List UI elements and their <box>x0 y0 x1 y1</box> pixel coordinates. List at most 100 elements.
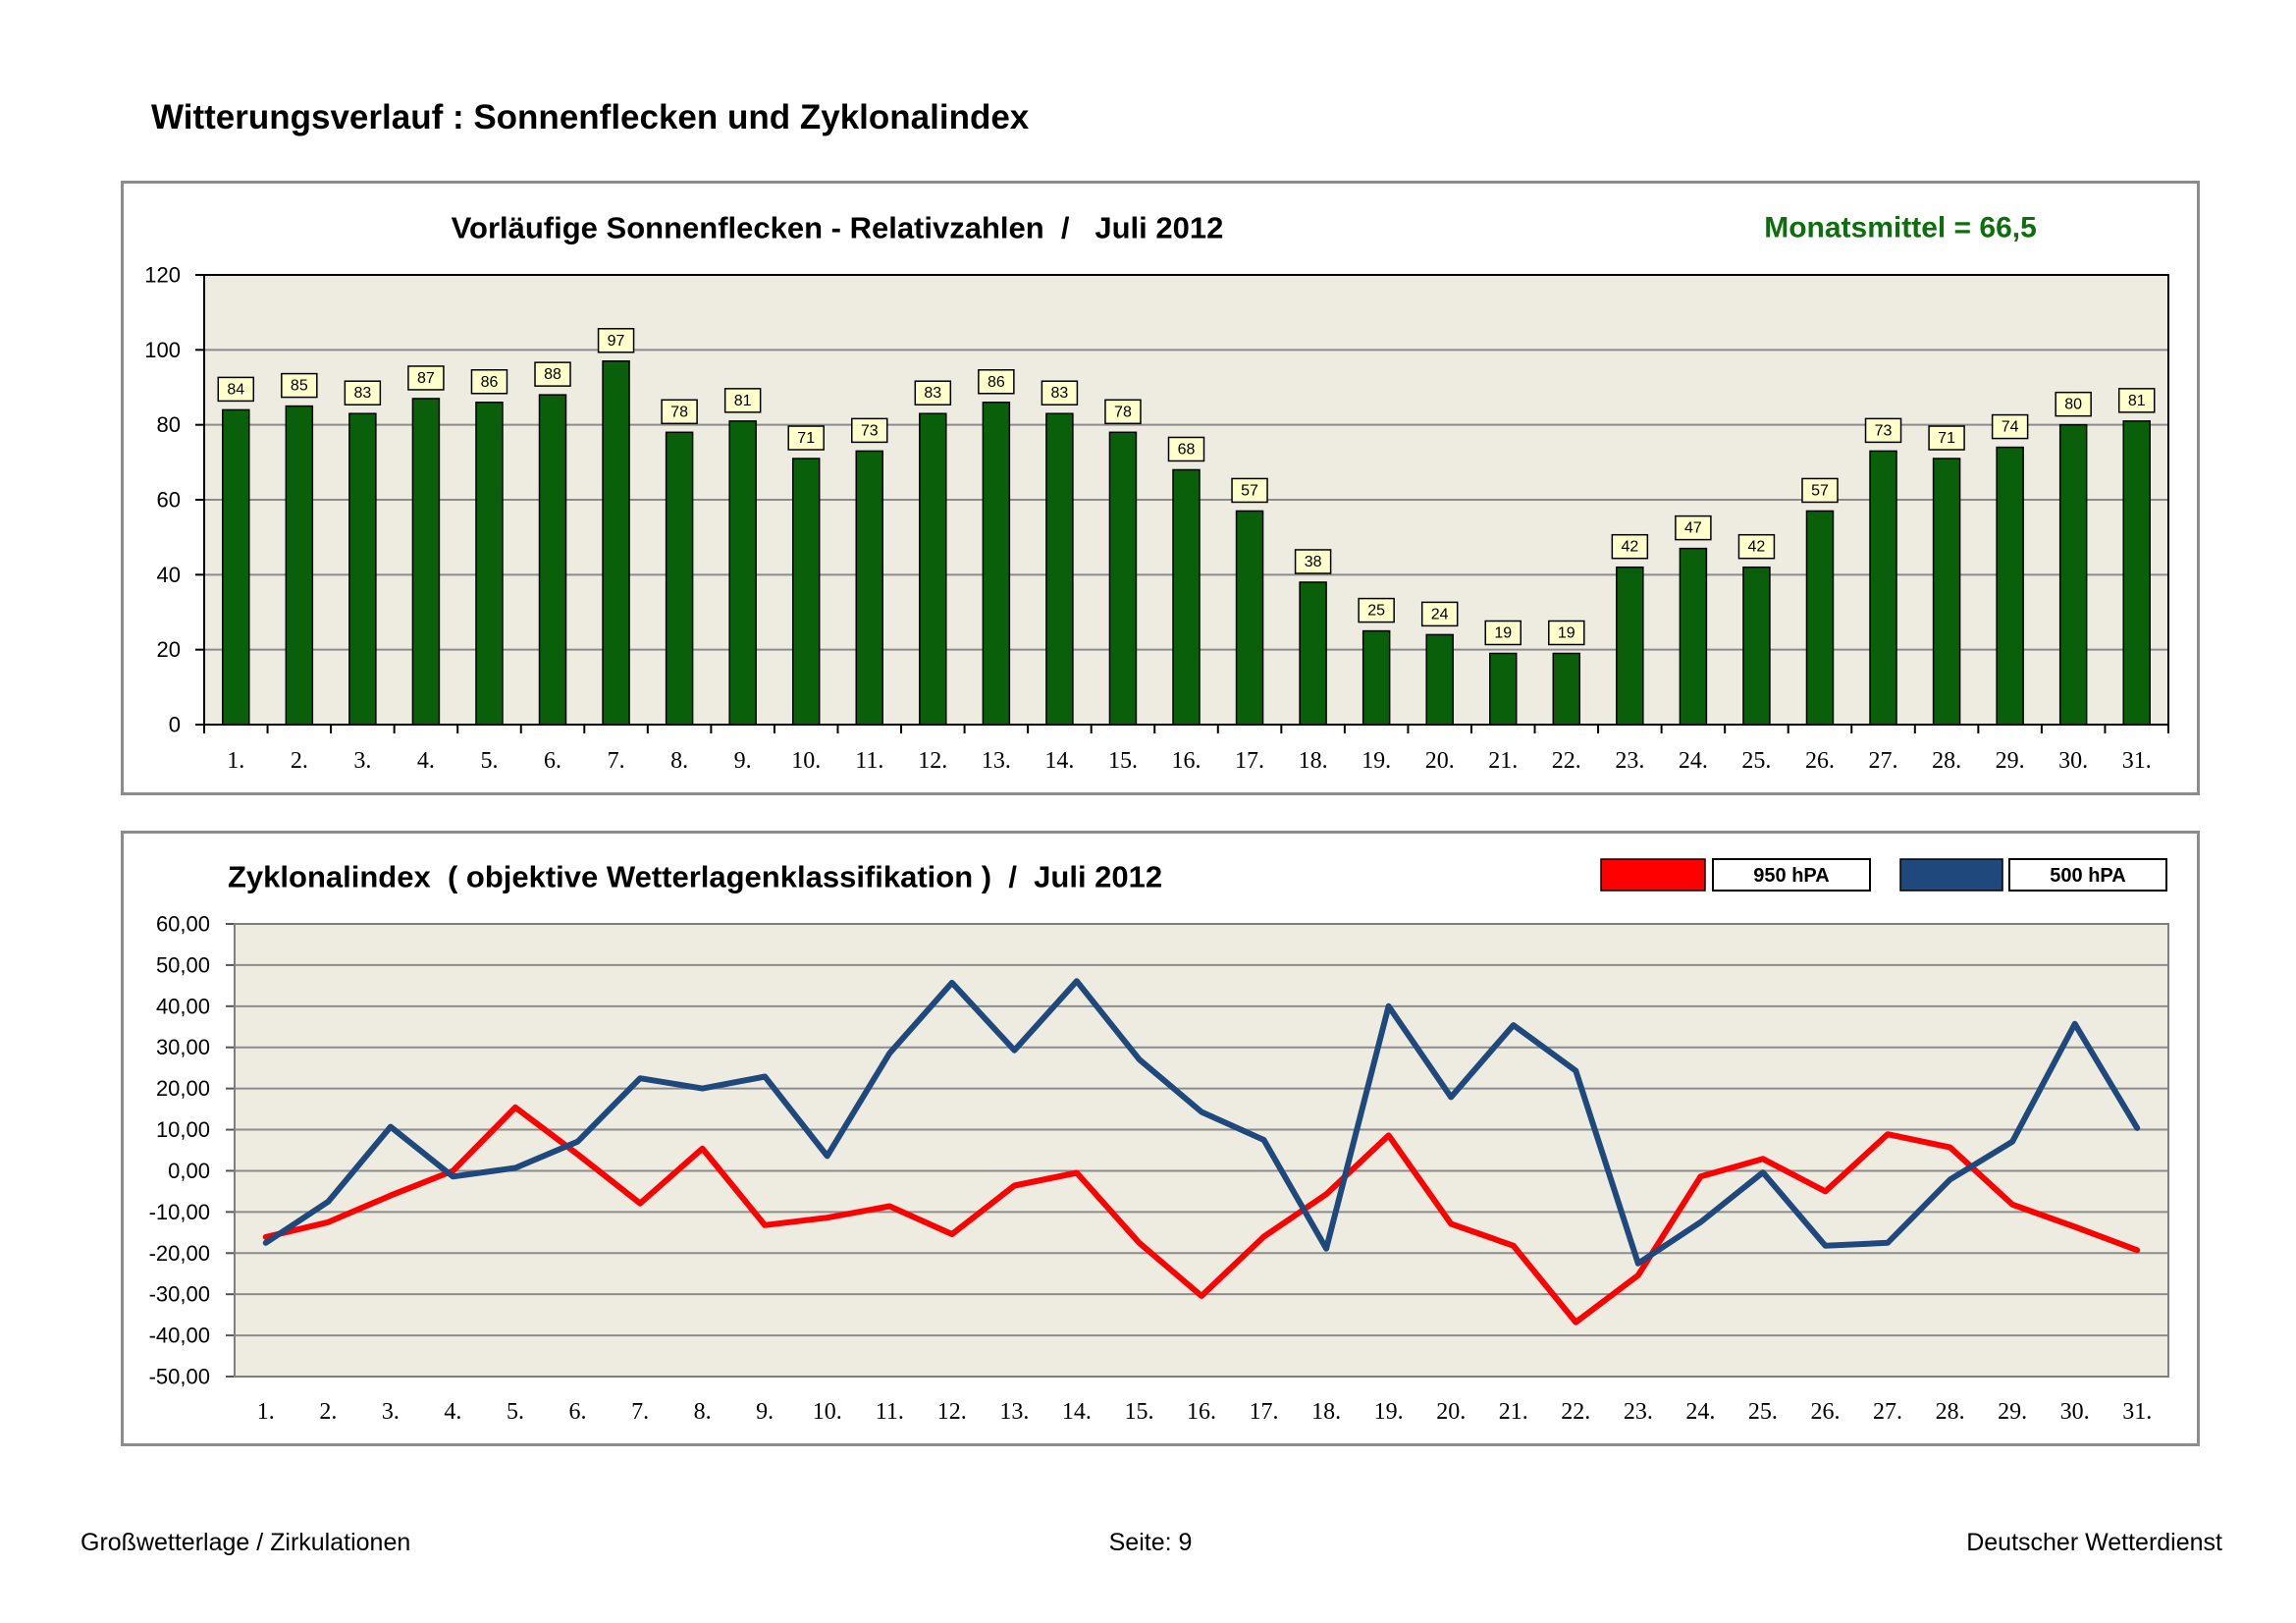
bar-day-9 <box>728 420 757 726</box>
y-tick-label: -10,00 <box>149 1200 210 1224</box>
data-label: 80 <box>2064 397 2082 413</box>
data-label: 85 <box>291 378 308 395</box>
plot-border <box>203 274 2169 726</box>
x-category-label: 14. <box>1044 748 1074 774</box>
data-label-box <box>723 388 762 413</box>
data-label-box <box>534 361 571 387</box>
x-category-label: 5. <box>480 748 498 774</box>
footer-publisher: Deutscher Wetterdienst <box>1966 1529 2222 1556</box>
legend-swatch-950-hpa <box>1600 858 1706 892</box>
bar-day-27 <box>1869 450 1897 726</box>
x-category-label: 13. <box>982 748 1011 774</box>
x-category-label: 25. <box>1741 748 1771 774</box>
data-label-box <box>851 417 888 444</box>
data-label: 71 <box>797 430 815 447</box>
y-tick-label: 40 <box>157 563 181 587</box>
x-category-label: 8. <box>670 748 688 774</box>
x-category-label: 22. <box>1552 748 1581 774</box>
data-label-box <box>2117 388 2156 413</box>
y-tick-label: 20,00 <box>156 1076 210 1101</box>
data-label: 24 <box>1431 606 1449 622</box>
data-label: 81 <box>2128 393 2146 409</box>
bar-day-28 <box>1932 458 1961 726</box>
y-tick-label: 50,00 <box>156 952 210 977</box>
y-tick-label: -20,00 <box>149 1241 210 1266</box>
x-category-label: 18. <box>1299 748 1328 774</box>
sunspot-plot-area: 0 20 40 60 80 100 120 84 1. 85 2. 83 3. 87 4. 86 5. 88 6. 9… <box>144 263 2169 774</box>
bar-day-5 <box>475 402 504 726</box>
data-label: 83 <box>924 385 941 402</box>
x-category-label: 7. <box>631 1399 649 1425</box>
x-category-label: 12. <box>937 1399 967 1425</box>
x-category-label: 13. <box>999 1399 1029 1425</box>
x-category-label: 20. <box>1436 1399 1466 1425</box>
data-label-box <box>1991 413 2029 440</box>
data-label: 47 <box>1684 520 1702 537</box>
bar-day-3 <box>348 412 377 726</box>
data-label: 73 <box>861 422 879 439</box>
data-label: 83 <box>1051 385 1069 402</box>
x-category-label: 4. <box>444 1399 461 1425</box>
data-label: 83 <box>353 385 371 402</box>
data-label-box <box>1675 514 1712 541</box>
footer-section-label: Großwetterlage / Zirkulationen <box>80 1529 411 1556</box>
data-label-box <box>1484 620 1522 646</box>
data-label-box <box>217 376 255 403</box>
x-category-label: 1. <box>227 748 244 774</box>
x-category-label: 17. <box>1235 748 1264 774</box>
y-tick-label: 30,00 <box>156 1035 210 1059</box>
x-category-label: 24. <box>1685 1399 1715 1425</box>
data-label-box <box>470 369 508 395</box>
data-label: 68 <box>1178 441 1196 458</box>
data-label-box <box>914 380 952 406</box>
x-category-label: 25. <box>1748 1399 1778 1425</box>
legend-box-500-hpa <box>2008 858 2167 892</box>
x-category-label: 31. <box>2122 1399 2152 1425</box>
legend-swatch-500-hpa <box>1899 858 2003 892</box>
x-category-label: 16. <box>1172 748 1201 774</box>
legend: 950 hPA 500 hPA <box>1600 858 2167 892</box>
x-category-label: 8. <box>694 1399 712 1425</box>
data-label: 86 <box>988 374 1005 391</box>
x-category-label: 9. <box>756 1399 774 1425</box>
bar-day-18 <box>1299 581 1327 726</box>
data-label-box <box>407 365 445 391</box>
x-category-label: 18. <box>1311 1399 1341 1425</box>
x-category-label: 26. <box>1810 1399 1840 1425</box>
x-category-label: 28. <box>1936 1399 1965 1425</box>
x-category-label: 11. <box>855 748 883 774</box>
data-label: 78 <box>1114 404 1132 420</box>
bar-day-20 <box>1425 633 1454 726</box>
x-category-label: 15. <box>1108 748 1138 774</box>
data-label-box <box>1294 549 1332 574</box>
x-category-label: 27. <box>1869 748 1898 774</box>
y-tick-label: -40,00 <box>149 1324 210 1348</box>
x-category-label: 19. <box>1374 1399 1404 1425</box>
bar-day-10 <box>791 458 821 726</box>
bar-day-24 <box>1679 547 1708 726</box>
y-tick-label: 60 <box>157 488 181 513</box>
data-label: 84 <box>227 381 244 398</box>
x-category-label: 9. <box>734 748 752 774</box>
x-category-label: 11. <box>876 1399 904 1425</box>
x-category-label: 10. <box>813 1399 842 1425</box>
cyclonal-index-line-chart: Zyklonalindex ( objektive Wetterlagenkla… <box>121 831 2200 1446</box>
x-category-label: 2. <box>319 1399 337 1425</box>
bar-day-14 <box>1045 412 1074 726</box>
data-label: 97 <box>608 333 625 350</box>
x-category-label: 24. <box>1679 748 1708 774</box>
x-category-label: 30. <box>2060 1399 2090 1425</box>
data-label-box <box>661 399 698 425</box>
x-category-label: 21. <box>1488 748 1518 774</box>
x-category-label: 27. <box>1873 1399 1902 1425</box>
x-category-label: 2. <box>291 748 308 774</box>
plot-border <box>234 923 2169 1378</box>
data-label: 78 <box>670 404 688 420</box>
x-category-label: 22. <box>1561 1399 1590 1425</box>
bar-day-21 <box>1488 652 1518 726</box>
x-category-label: 15. <box>1124 1399 1153 1425</box>
x-category-label: 23. <box>1624 1399 1653 1425</box>
y-tick-label: 100 <box>144 338 181 362</box>
bar-day-29 <box>1996 446 2024 726</box>
data-label-box <box>1167 436 1205 462</box>
